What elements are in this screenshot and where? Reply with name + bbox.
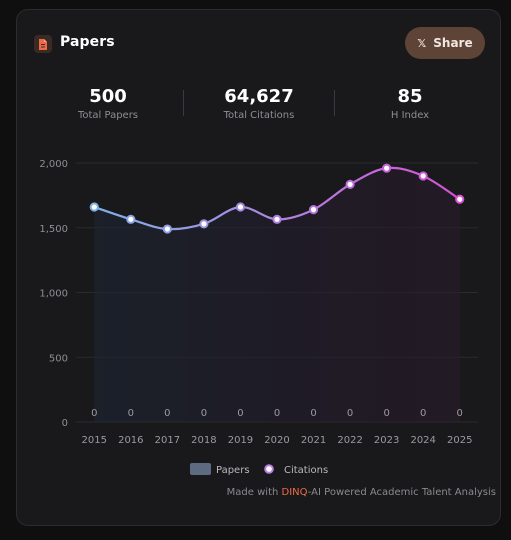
citations-point[interactable] <box>418 171 428 181</box>
papers-bar-label: 0 <box>420 408 426 419</box>
y-tick-label: 2,000 <box>39 159 68 170</box>
stat-total-papers: 500 Total Papers <box>60 86 156 121</box>
stat-label: Total Citations <box>223 110 295 121</box>
stat-total-citations: 64,627 Total Citations <box>199 86 319 121</box>
papers-bar-label: 0 <box>274 408 280 419</box>
stat-label: H Index <box>390 110 430 121</box>
papers-bar-label: 0 <box>164 408 170 419</box>
citations-point[interactable] <box>235 202 246 212</box>
x-logo-icon: 𝕏 <box>417 36 427 50</box>
x-tick-label: 2015 <box>82 435 107 446</box>
footer-credit: Made with DINQ-AI Powered Academic Talen… <box>227 487 496 498</box>
x-tick-label: 2024 <box>410 435 435 446</box>
citations-point[interactable] <box>272 214 282 224</box>
share-button[interactable]: 𝕏 Share <box>405 27 485 59</box>
document-icon <box>34 35 52 53</box>
stat-divider <box>183 90 184 116</box>
citations-point[interactable] <box>308 205 319 215</box>
papers-bar-label: 0 <box>310 408 316 419</box>
x-tick-label: 2020 <box>264 435 289 446</box>
citations-point[interactable] <box>345 179 355 189</box>
papers-bar-label: 0 <box>457 408 463 419</box>
stat-value: 500 <box>89 86 127 107</box>
card-title: Papers <box>60 34 115 50</box>
share-label: Share <box>433 36 473 50</box>
papers-bar-label: 0 <box>383 408 389 419</box>
x-tick-label: 2017 <box>155 435 180 446</box>
citations-point[interactable] <box>455 194 465 204</box>
x-tick-label: 2018 <box>191 435 216 446</box>
citations-area <box>94 167 460 422</box>
papers-bar-label: 0 <box>347 408 353 419</box>
footer-suffix: -AI Powered Academic Talent Analysis <box>307 487 496 498</box>
x-tick-label: 2022 <box>337 435 362 446</box>
stat-h-index: 85 H Index <box>362 86 458 121</box>
papers-bar-label: 0 <box>128 408 134 419</box>
x-tick-label: 2016 <box>118 435 143 446</box>
citations-point[interactable] <box>162 224 172 234</box>
stat-divider <box>334 90 335 116</box>
citations-legend-label[interactable]: Citations <box>284 465 328 476</box>
papers-bar-label: 0 <box>91 408 97 419</box>
stat-value: 64,627 <box>224 86 294 107</box>
citations-point[interactable] <box>89 202 99 212</box>
papers-legend-swatch <box>190 463 211 475</box>
papers-bar-label: 0 <box>237 408 243 419</box>
footer-prefix: Made with <box>226 487 282 498</box>
stat-label: Total Papers <box>77 110 139 121</box>
citations-legend-marker <box>264 464 274 474</box>
papers-legend-label[interactable]: Papers <box>216 465 250 476</box>
x-tick-label: 2025 <box>447 435 472 446</box>
papers-bar-label: 0 <box>201 408 207 419</box>
x-tick-label: 2023 <box>374 435 399 446</box>
x-tick-label: 2019 <box>228 435 253 446</box>
citations-point[interactable] <box>199 219 209 229</box>
y-tick-label: 1,000 <box>39 289 68 300</box>
y-tick-label: 0 <box>62 418 68 429</box>
citations-point[interactable] <box>126 214 136 224</box>
y-tick-label: 500 <box>49 353 68 364</box>
y-tick-label: 1,500 <box>39 224 68 235</box>
x-tick-label: 2021 <box>301 435 326 446</box>
stat-value: 85 <box>397 86 423 107</box>
footer-brand-link[interactable]: DINQ <box>281 487 308 498</box>
citations-point[interactable] <box>382 163 392 173</box>
